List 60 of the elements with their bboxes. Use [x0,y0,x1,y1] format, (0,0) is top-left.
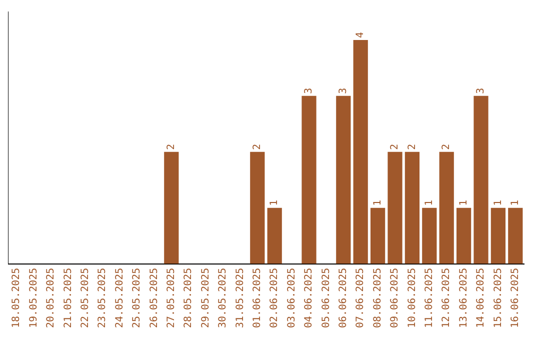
x-tick-label: 13.06.2025 [458,268,470,328]
data-label: 2 [406,144,418,150]
x-tick-label: 02.06.2025 [269,268,280,328]
data-label: 2 [252,144,263,150]
data-label: 2 [166,144,177,150]
bar [508,208,523,264]
bar [404,152,420,264]
data-label: 1 [492,200,504,206]
data-label: 3 [338,88,349,94]
bar [353,40,368,264]
x-tick-label: 04.06.2025 [304,268,315,328]
x-tick-label: 14.06.2025 [476,268,487,328]
bar [302,96,316,264]
data-label: 2 [390,144,401,150]
data-label: 1 [510,200,521,206]
x-tick-label: 26.05.2025 [148,268,160,328]
x-tick-label: 16.06.2025 [510,268,521,328]
bar [250,152,265,264]
bar [474,96,488,264]
data-label: 4 [355,32,366,38]
x-tick-label: 01.06.2025 [252,268,263,328]
data-label: 1 [269,200,280,206]
x-tick-label: 15.06.2025 [492,268,504,328]
x-tick-label: 20.05.2025 [46,268,57,328]
x-tick-label: 07.06.2025 [355,268,366,328]
data-label: 1 [372,200,384,206]
bar [370,208,386,264]
x-tick-label: 11.06.2025 [424,268,435,328]
x-tick-label: 24.05.2025 [114,268,126,328]
x-tick-label: 23.05.2025 [97,268,108,328]
x-tick-label: 30.05.2025 [218,268,229,328]
x-tick-label: 28.05.2025 [183,268,194,328]
data-label: 3 [476,88,487,94]
bar [422,208,437,264]
data-label: 3 [304,88,315,94]
x-tick-label: 19.05.2025 [28,268,40,328]
bar [456,208,472,264]
x-tick-label: 03.06.2025 [286,268,298,328]
x-tick-label: 18.05.2025 [11,268,22,328]
x-tick-label: 21.05.2025 [62,268,74,328]
data-label: 1 [424,200,435,206]
x-tick-label: 29.05.2025 [200,268,212,328]
bar [439,152,454,264]
x-tick-label: 10.06.2025 [406,268,418,328]
bar [388,152,402,264]
bar [490,208,506,264]
x-tick-label: 06.06.2025 [338,268,349,328]
bar [164,152,179,264]
bar [267,208,282,264]
x-tick-label: 12.06.2025 [441,268,452,328]
data-label: 1 [458,200,470,206]
x-tick-label: 25.05.2025 [132,268,143,328]
data-label: 2 [441,144,452,150]
x-tick-label: 09.06.2025 [390,268,401,328]
bar [336,96,351,264]
x-tick-label: 22.05.2025 [80,268,91,328]
x-tick-label: 08.06.2025 [372,268,384,328]
x-tick-label: 27.05.2025 [166,268,177,328]
x-tick-label: 31.05.2025 [234,268,246,328]
x-tick-label: 05.06.2025 [320,268,332,328]
